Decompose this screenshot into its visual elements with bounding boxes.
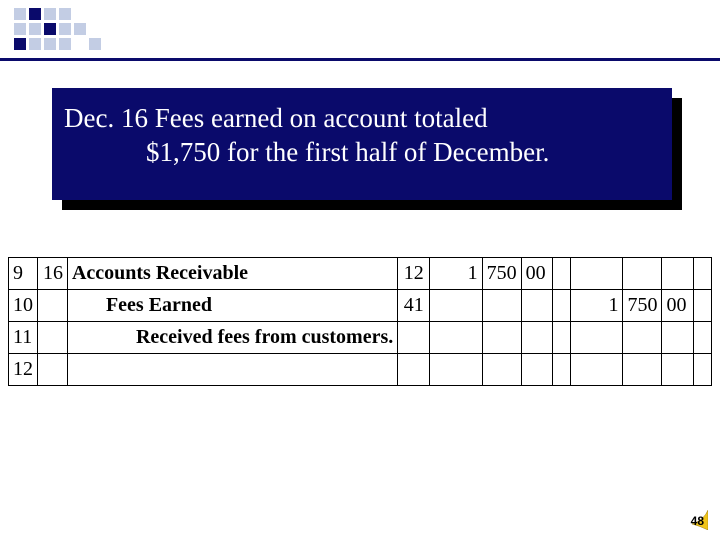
statement-block: Dec. 16 Fees earned on account totaled $…	[52, 88, 672, 200]
statement-line-2: $1,750 for the first half of December.	[64, 136, 660, 170]
header-divider	[0, 58, 720, 61]
logo-square	[74, 8, 86, 20]
row-number: 12	[9, 354, 38, 386]
description-cell: Accounts Receivable	[67, 258, 397, 290]
debit-hundreds: 750	[482, 258, 521, 290]
description-cell: Fees Earned	[67, 290, 397, 322]
logo-square	[29, 8, 41, 20]
logo-square	[119, 23, 131, 35]
debit-hundreds	[482, 322, 521, 354]
logo-square	[74, 23, 86, 35]
statement-line-1: Dec. 16 Fees earned on account totaled	[64, 102, 660, 136]
row-number: 11	[9, 322, 38, 354]
credit-cents	[662, 258, 694, 290]
debit-thousands	[430, 354, 482, 386]
logo-square	[14, 23, 26, 35]
logo-square	[44, 38, 56, 50]
col-end	[694, 354, 712, 386]
debit-thousands	[430, 322, 482, 354]
credit-hundreds	[623, 258, 662, 290]
date-cell: 16	[38, 258, 68, 290]
page-corner: 48	[674, 506, 708, 530]
credit-hundreds	[623, 322, 662, 354]
col-gap	[553, 354, 571, 386]
credit-cents: 00	[662, 290, 694, 322]
credit-thousands: 1	[571, 290, 623, 322]
credit-hundreds	[623, 354, 662, 386]
table-row: 916Accounts Receivable12175000	[9, 258, 712, 290]
logo-square	[59, 38, 71, 50]
description-cell	[67, 354, 397, 386]
logo-square	[44, 23, 56, 35]
credit-thousands	[571, 354, 623, 386]
logo-square	[59, 8, 71, 20]
debit-cents	[521, 322, 553, 354]
logo-square	[89, 8, 101, 20]
credit-cents	[662, 322, 694, 354]
table-row: 11 Received fees from customers.	[9, 322, 712, 354]
col-end	[694, 322, 712, 354]
logo-square	[104, 23, 116, 35]
logo-square	[14, 38, 26, 50]
credit-thousands	[571, 258, 623, 290]
credit-cents	[662, 354, 694, 386]
debit-cents: 00	[521, 258, 553, 290]
logo-square	[104, 38, 116, 50]
table-row: 12	[9, 354, 712, 386]
logo-square	[89, 23, 101, 35]
logo-square	[119, 8, 131, 20]
logo-square	[59, 23, 71, 35]
logo-square	[29, 23, 41, 35]
logo-square	[44, 8, 56, 20]
row-number: 9	[9, 258, 38, 290]
credit-hundreds: 750	[623, 290, 662, 322]
debit-cents	[521, 290, 553, 322]
date-cell	[38, 322, 68, 354]
post-ref-cell	[398, 322, 430, 354]
date-cell	[38, 354, 68, 386]
date-cell	[38, 290, 68, 322]
logo-square	[29, 38, 41, 50]
table-row: 10 Fees Earned41 175000	[9, 290, 712, 322]
logo-square	[14, 8, 26, 20]
logo-squares	[14, 8, 131, 50]
row-number: 10	[9, 290, 38, 322]
debit-thousands	[430, 290, 482, 322]
logo-square	[119, 38, 131, 50]
post-ref-cell	[398, 354, 430, 386]
credit-thousands	[571, 322, 623, 354]
debit-hundreds	[482, 354, 521, 386]
col-gap	[553, 258, 571, 290]
logo-square	[104, 8, 116, 20]
page-number: 48	[691, 514, 704, 528]
debit-thousands: 1	[430, 258, 482, 290]
debit-cents	[521, 354, 553, 386]
debit-hundreds	[482, 290, 521, 322]
journal-table: 916Accounts Receivable1217500010Fees Ear…	[8, 257, 712, 386]
post-ref-cell: 12	[398, 258, 430, 290]
description-cell: Received fees from customers.	[67, 322, 397, 354]
logo-square	[89, 38, 101, 50]
col-gap	[553, 322, 571, 354]
col-end	[694, 290, 712, 322]
statement-box: Dec. 16 Fees earned on account totaled $…	[52, 88, 672, 200]
post-ref-cell: 41	[398, 290, 430, 322]
col-gap	[553, 290, 571, 322]
logo-square	[74, 38, 86, 50]
col-end	[694, 258, 712, 290]
